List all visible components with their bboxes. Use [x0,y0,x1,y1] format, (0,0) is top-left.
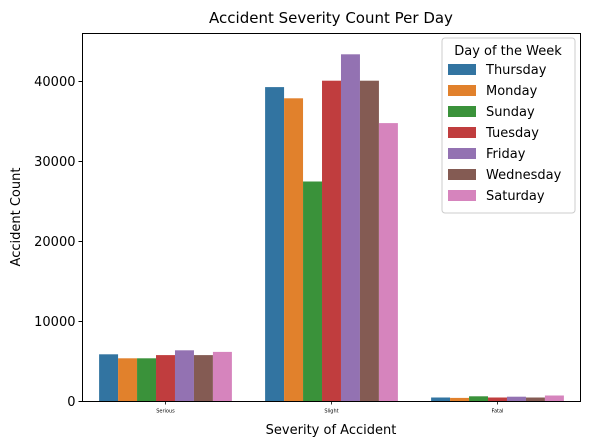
bar-wednesday-slight [359,80,379,402]
bar-wednesday-serious [193,355,213,402]
bar-thursday-serious [99,354,119,402]
legend-label-friday: Friday [486,147,526,162]
y-axis-title: Accident Count [9,168,24,267]
series-sunday [137,181,489,402]
y-tick-label: 0 [67,395,75,410]
bar-monday-fatal [450,397,470,402]
series-tuesday [156,80,507,402]
legend-title: Day of the Week [454,44,562,59]
series-friday [174,54,526,402]
x-tick-label: Slight [324,409,338,415]
bar-tuesday-serious [156,355,175,402]
bar-saturday-fatal [544,395,564,402]
plot-area [99,54,564,402]
y-tick-label: 40000 [34,75,75,90]
bar-thursday-fatal [431,397,451,402]
bar-friday-fatal [506,396,526,402]
bar-monday-slight [284,98,304,402]
legend-swatch-saturday [448,190,476,201]
bar-sunday-slight [303,181,323,402]
series-saturday [212,123,564,402]
bar-tuesday-fatal [488,397,507,402]
legend-label-monday: Monday [486,84,538,99]
x-tick-label: Serious [156,409,175,415]
legend-label-wednesday: Wednesday [486,168,562,183]
y-tick-label: 30000 [34,155,75,170]
legend-label-sunday: Sunday [486,105,535,120]
legend-swatch-thursday [448,64,476,75]
bar-sunday-fatal [469,396,489,402]
bar-thursday-slight [265,87,285,402]
y-axis: 0 10000 20000 30000 40000 [34,75,83,410]
legend-label-saturday: Saturday [486,189,545,204]
y-tick-label: 10000 [34,315,75,330]
legend-swatch-wednesday [448,169,476,180]
y-tick-label: 20000 [34,235,75,250]
series-wednesday [193,80,545,402]
legend-swatch-monday [448,85,476,96]
bar-tuesday-slight [322,80,341,402]
x-tick-label: Fatal [492,409,504,415]
bar-wednesday-fatal [525,397,545,402]
bar-monday-serious [118,358,138,402]
legend-swatch-tuesday [448,127,476,138]
legend-label-thursday: Thursday [485,63,547,78]
bar-friday-serious [174,350,194,402]
bar-saturday-serious [212,351,232,402]
bar-saturday-slight [378,123,398,402]
x-axis-title: Severity of Accident [266,423,397,438]
bar-friday-slight [340,54,360,402]
series-thursday [99,87,451,402]
chart-title: Accident Severity Count Per Day [209,9,453,27]
series-monday [118,98,470,402]
legend: Day of the Week Thursday Monday Sunday Tues… [441,37,576,214]
legend-swatch-friday [448,148,476,159]
legend-swatch-sunday [448,106,476,117]
legend-label-tuesday: Tuesday [485,126,539,141]
bar-sunday-serious [137,358,157,402]
x-axis: Serious Slight Fatal [156,401,504,415]
